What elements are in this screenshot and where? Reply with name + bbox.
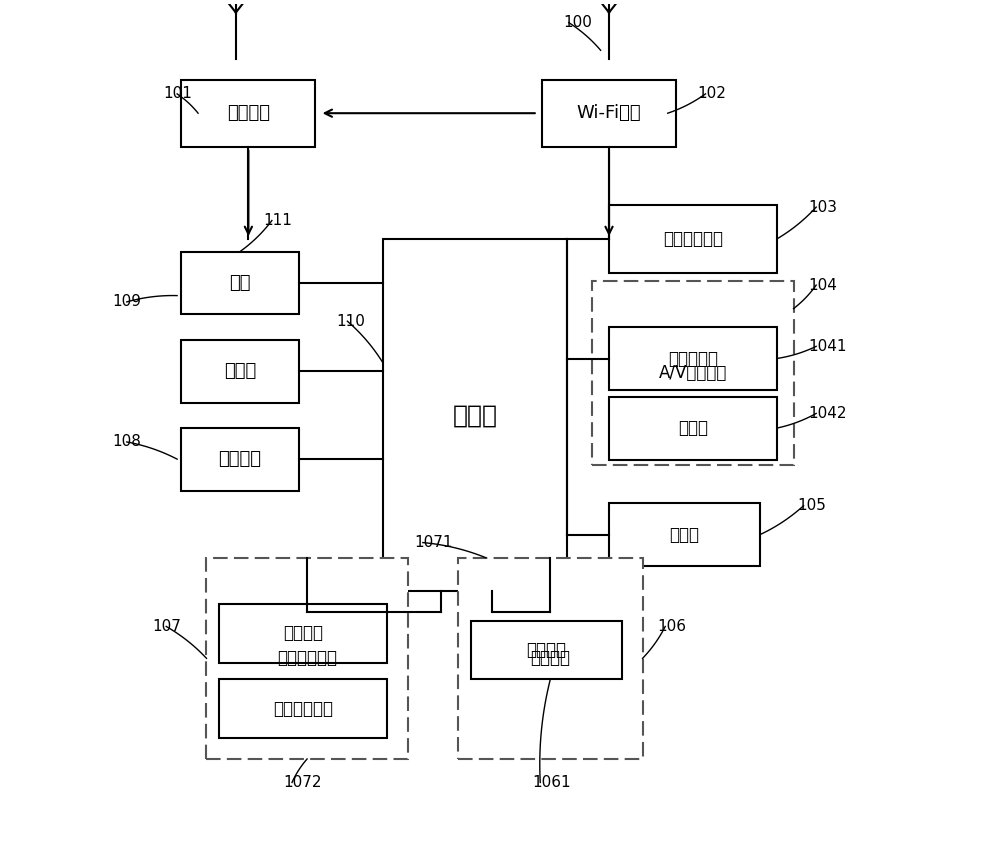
Text: 102: 102 [697,86,726,102]
Text: 音频输出单元: 音频输出单元 [663,230,723,248]
Text: 1041: 1041 [809,339,847,354]
Bar [181,252,299,314]
Text: 1061: 1061 [532,775,570,790]
Bar [181,80,315,147]
Text: 1072: 1072 [284,775,322,790]
Text: 100: 100 [563,15,592,30]
Text: 图形处理器: 图形处理器 [668,350,718,368]
Text: 1071: 1071 [414,535,453,550]
Text: 存储器: 存储器 [224,362,256,380]
Text: 109: 109 [113,295,142,309]
Bar [181,428,299,490]
Text: 其他输入设备: 其他输入设备 [273,700,333,717]
Text: A/V输入单元: A/V输入单元 [659,364,727,382]
Bar [471,621,622,679]
Text: 处理器: 处理器 [452,403,497,427]
Bar [383,239,567,591]
Text: 接口单元: 接口单元 [219,450,262,468]
Bar [609,327,777,390]
Text: Wi-Fi模块: Wi-Fi模块 [577,104,641,122]
Text: 108: 108 [113,435,141,450]
Text: 用户输入单元: 用户输入单元 [277,650,337,667]
Text: 101: 101 [163,86,192,102]
Bar [609,206,777,273]
Bar [458,557,643,759]
Text: 111: 111 [263,213,292,228]
Text: 1042: 1042 [809,406,847,421]
Text: 107: 107 [152,619,181,634]
Text: 106: 106 [658,619,687,634]
Text: 电源: 电源 [229,274,251,292]
Text: 103: 103 [809,200,838,214]
Bar [592,281,794,466]
Text: 射频单元: 射频单元 [227,104,270,122]
Bar [609,396,777,460]
Bar [181,340,299,402]
Text: 显示单元: 显示单元 [530,650,570,667]
Bar [206,557,408,759]
Text: 110: 110 [336,313,365,329]
Text: 显示面板: 显示面板 [526,641,566,659]
Text: 传感器: 传感器 [670,526,700,544]
Bar [609,503,760,566]
Bar [219,604,387,662]
Bar [219,679,387,738]
Text: 麦克风: 麦克风 [678,419,708,437]
Text: 104: 104 [809,278,838,292]
Text: 触控面板: 触控面板 [283,624,323,642]
Text: 105: 105 [798,498,827,513]
Bar [542,80,676,147]
